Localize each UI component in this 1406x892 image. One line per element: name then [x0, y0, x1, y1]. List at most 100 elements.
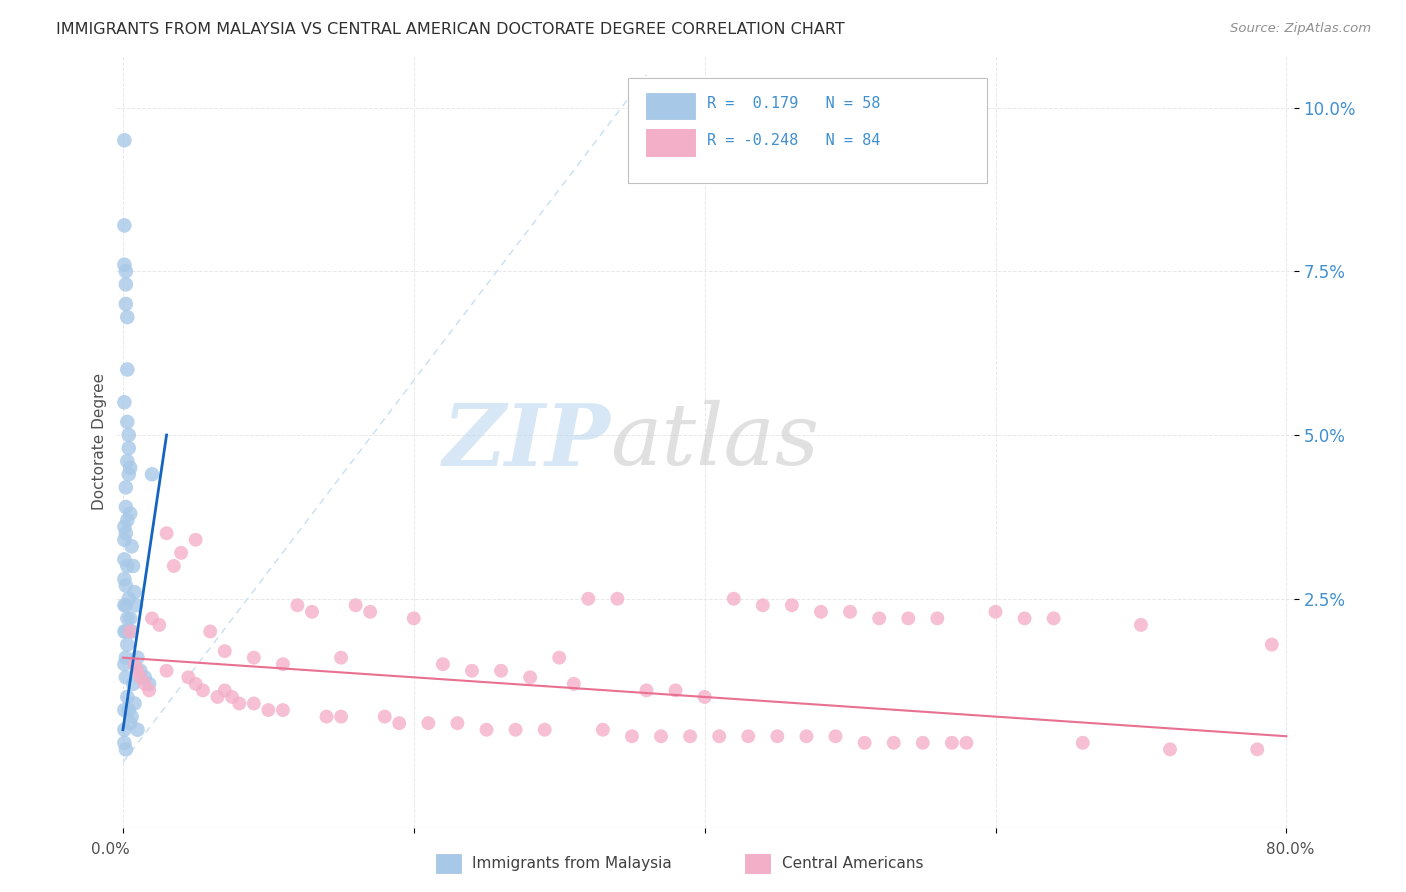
- Point: [243, 697, 266, 711]
- Point: [117, 310, 139, 325]
- Y-axis label: Doctorate Degree: Doctorate Degree: [93, 373, 107, 510]
- Point: [402, 611, 425, 625]
- Point: [112, 723, 135, 737]
- Point: [709, 729, 731, 743]
- Point: [125, 599, 148, 613]
- Point: [129, 664, 152, 678]
- Point: [115, 526, 138, 541]
- Point: [984, 605, 1007, 619]
- Point: [221, 690, 243, 704]
- Point: [124, 585, 146, 599]
- Point: [124, 697, 146, 711]
- Text: R =  0.179   N = 58: R = 0.179 N = 58: [707, 96, 880, 112]
- Point: [1261, 638, 1284, 652]
- Point: [134, 677, 156, 691]
- Point: [868, 611, 890, 625]
- Point: [118, 467, 141, 482]
- Text: Central Americans: Central Americans: [782, 856, 924, 871]
- Point: [115, 650, 138, 665]
- Point: [120, 611, 142, 625]
- Point: [127, 723, 149, 737]
- Point: [191, 683, 214, 698]
- Point: [115, 742, 138, 756]
- Point: [1159, 742, 1181, 756]
- Point: [117, 690, 139, 704]
- Point: [112, 133, 135, 147]
- Point: [780, 599, 803, 613]
- Point: [1042, 611, 1064, 625]
- Point: [112, 657, 135, 672]
- Point: [359, 605, 381, 619]
- Text: ZIP: ZIP: [443, 400, 610, 483]
- Point: [1071, 736, 1094, 750]
- Point: [118, 591, 141, 606]
- Point: [120, 716, 142, 731]
- Point: [737, 729, 759, 743]
- Point: [606, 591, 628, 606]
- Point: [115, 500, 138, 514]
- Point: [112, 572, 135, 586]
- Point: [766, 729, 789, 743]
- Point: [315, 709, 337, 723]
- Point: [115, 579, 138, 593]
- Point: [911, 736, 934, 750]
- Point: [446, 716, 468, 731]
- Point: [693, 690, 716, 704]
- Point: [120, 507, 142, 521]
- Point: [118, 441, 141, 455]
- Point: [117, 415, 139, 429]
- Point: [257, 703, 280, 717]
- Point: [883, 736, 905, 750]
- Point: [170, 546, 193, 560]
- Point: [127, 664, 149, 678]
- Point: [117, 638, 139, 652]
- Point: [115, 277, 138, 292]
- Point: [271, 657, 294, 672]
- Point: [388, 716, 411, 731]
- Point: [138, 683, 160, 698]
- Point: [941, 736, 963, 750]
- Text: R = -0.248   N = 84: R = -0.248 N = 84: [707, 133, 880, 148]
- Point: [330, 650, 353, 665]
- Point: [461, 664, 484, 678]
- Point: [122, 677, 145, 691]
- Point: [1246, 742, 1268, 756]
- Point: [418, 716, 440, 731]
- Point: [115, 480, 138, 494]
- Point: [112, 736, 135, 750]
- Point: [112, 599, 135, 613]
- Point: [955, 736, 977, 750]
- Point: [650, 729, 672, 743]
- Point: [121, 709, 143, 723]
- Text: 0.0%: 0.0%: [91, 842, 131, 856]
- Point: [636, 683, 658, 698]
- Point: [122, 558, 145, 573]
- Point: [112, 624, 135, 639]
- Point: [177, 670, 200, 684]
- Point: [138, 677, 160, 691]
- Point: [112, 395, 135, 409]
- Point: [287, 599, 309, 613]
- Point: [121, 539, 143, 553]
- Point: [374, 709, 396, 723]
- Point: [120, 460, 142, 475]
- FancyBboxPatch shape: [645, 93, 695, 120]
- Point: [214, 683, 236, 698]
- Point: [120, 624, 142, 639]
- Point: [679, 729, 702, 743]
- Text: Source: ZipAtlas.com: Source: ZipAtlas.com: [1230, 22, 1371, 36]
- Point: [330, 709, 353, 723]
- Point: [155, 526, 177, 541]
- Point: [121, 624, 143, 639]
- Point: [112, 258, 135, 272]
- Point: [117, 362, 139, 376]
- Point: [115, 599, 138, 613]
- Point: [118, 703, 141, 717]
- Point: [432, 657, 454, 672]
- Point: [141, 467, 163, 482]
- Point: [519, 670, 541, 684]
- Point: [112, 703, 135, 717]
- FancyBboxPatch shape: [628, 78, 987, 183]
- Point: [664, 683, 686, 698]
- Point: [112, 552, 135, 566]
